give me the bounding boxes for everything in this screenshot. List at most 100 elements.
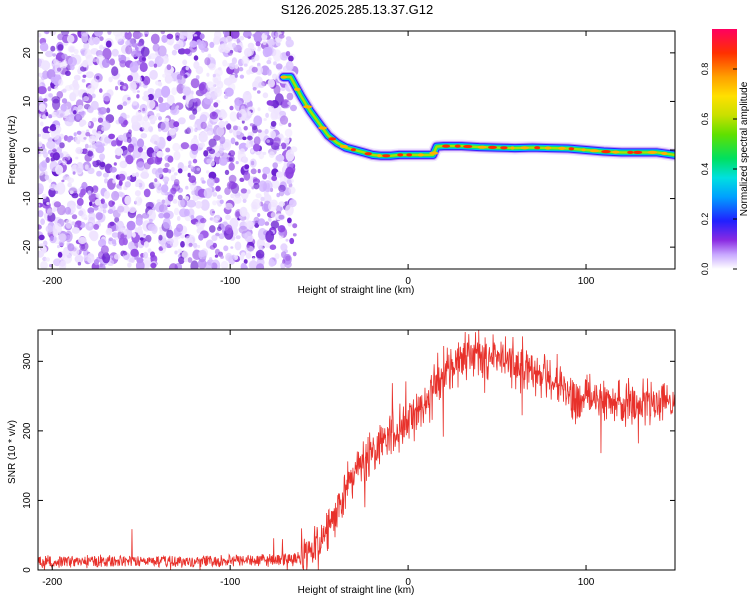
- noise-blob: [85, 132, 91, 137]
- noise-blob: [76, 162, 84, 173]
- noise-blob: [117, 173, 126, 182]
- noise-blob: [268, 217, 272, 221]
- noise-blob: [264, 31, 269, 36]
- noise-blob: [129, 81, 137, 92]
- noise-blob: [256, 263, 265, 269]
- noise-blob: [106, 107, 111, 114]
- noise-blob: [94, 141, 103, 148]
- noise-blob: [285, 204, 294, 216]
- noise-blob: [154, 145, 159, 152]
- noise-blob: [88, 212, 96, 221]
- noise-blob: [264, 46, 273, 57]
- noise-blob: [224, 87, 234, 97]
- noise-blob: [234, 63, 239, 69]
- noise-blob: [111, 48, 119, 57]
- noise-blob: [132, 100, 138, 106]
- colorbar-tick-label: 0.8: [700, 63, 710, 76]
- signal-peak: [350, 148, 356, 152]
- noise-blob: [83, 42, 90, 51]
- noise-blob: [39, 83, 43, 87]
- noise-blob: [143, 241, 149, 248]
- noise-blob: [194, 127, 198, 133]
- noise-blob: [272, 49, 282, 62]
- noise-blob: [54, 85, 59, 90]
- noise-blob: [195, 75, 200, 80]
- noise-blob: [234, 141, 239, 146]
- noise-blob: [38, 114, 42, 118]
- noise-blob: [78, 236, 87, 245]
- noise-blob: [185, 185, 189, 190]
- spectrogram-x-tick-label: 100: [578, 276, 595, 287]
- noise-blob: [137, 42, 143, 47]
- noise-blob: [184, 208, 190, 217]
- noise-blob: [292, 223, 298, 229]
- noise-blob: [95, 212, 103, 220]
- noise-blob: [143, 162, 151, 170]
- signal-peak: [406, 153, 413, 157]
- noise-blob: [135, 110, 142, 119]
- noise-blob: [41, 193, 47, 199]
- noise-blob: [64, 206, 72, 215]
- noise-blob: [275, 205, 283, 213]
- noise-blob: [267, 201, 278, 212]
- noise-blob: [167, 155, 174, 163]
- noise-blob: [128, 241, 135, 250]
- noise-blob: [71, 214, 78, 220]
- noise-blob: [209, 105, 214, 113]
- noise-blob: [40, 261, 48, 269]
- noise-blob: [243, 171, 251, 181]
- noise-blob: [52, 152, 61, 161]
- noise-blob: [49, 31, 57, 36]
- noise-blob: [173, 150, 181, 161]
- noise-blob: [91, 117, 98, 123]
- noise-blob: [97, 131, 102, 135]
- noise-blob: [75, 147, 83, 155]
- noise-blob: [186, 127, 191, 134]
- noise-blob: [193, 61, 200, 70]
- noise-blob: [56, 67, 62, 72]
- noise-blob: [257, 48, 261, 52]
- signal-peak: [364, 152, 372, 156]
- noise-blob: [172, 199, 178, 204]
- spectrogram-x-tick-label: -200: [42, 276, 62, 287]
- noise-blob: [69, 64, 75, 71]
- noise-blob: [271, 31, 279, 39]
- noise-blob: [238, 67, 244, 72]
- noise-blob: [123, 119, 129, 126]
- spectrogram-y-tick-label: -20: [22, 239, 33, 254]
- noise-blob: [136, 161, 146, 171]
- noise-blob: [131, 172, 136, 177]
- noise-blob: [61, 98, 68, 104]
- noise-blob: [73, 83, 80, 90]
- noise-blob: [257, 218, 266, 227]
- noise-blob: [96, 170, 102, 177]
- noise-blob: [45, 225, 53, 233]
- noise-blob: [230, 137, 236, 145]
- noise-blob: [57, 44, 64, 51]
- noise-blob: [38, 183, 44, 194]
- noise-blob: [218, 233, 225, 240]
- colorbar-tick: 0.2: [700, 213, 737, 225]
- noise-blob: [139, 151, 149, 160]
- noise-blob: [87, 207, 95, 214]
- noise-blob: [42, 132, 51, 140]
- noise-blob: [88, 135, 97, 144]
- noise-blob: [257, 90, 261, 94]
- noise-blob: [153, 63, 158, 68]
- noise-blob: [229, 217, 239, 229]
- noise-blob: [219, 199, 224, 205]
- noise-blob: [134, 227, 139, 233]
- noise-blob: [44, 174, 50, 181]
- noise-blob: [182, 86, 192, 96]
- noise-blob: [62, 253, 73, 264]
- noise-blob: [80, 31, 89, 37]
- noise-blob: [135, 183, 140, 187]
- noise-blob: [162, 167, 169, 173]
- noise-blob: [79, 66, 87, 72]
- noise-blob: [265, 112, 269, 118]
- noise-blob: [114, 216, 120, 223]
- noise-blob: [203, 188, 213, 199]
- noise-blob: [91, 93, 96, 99]
- spectrogram-x-tick: 0: [405, 31, 411, 287]
- noise-blob: [38, 133, 42, 137]
